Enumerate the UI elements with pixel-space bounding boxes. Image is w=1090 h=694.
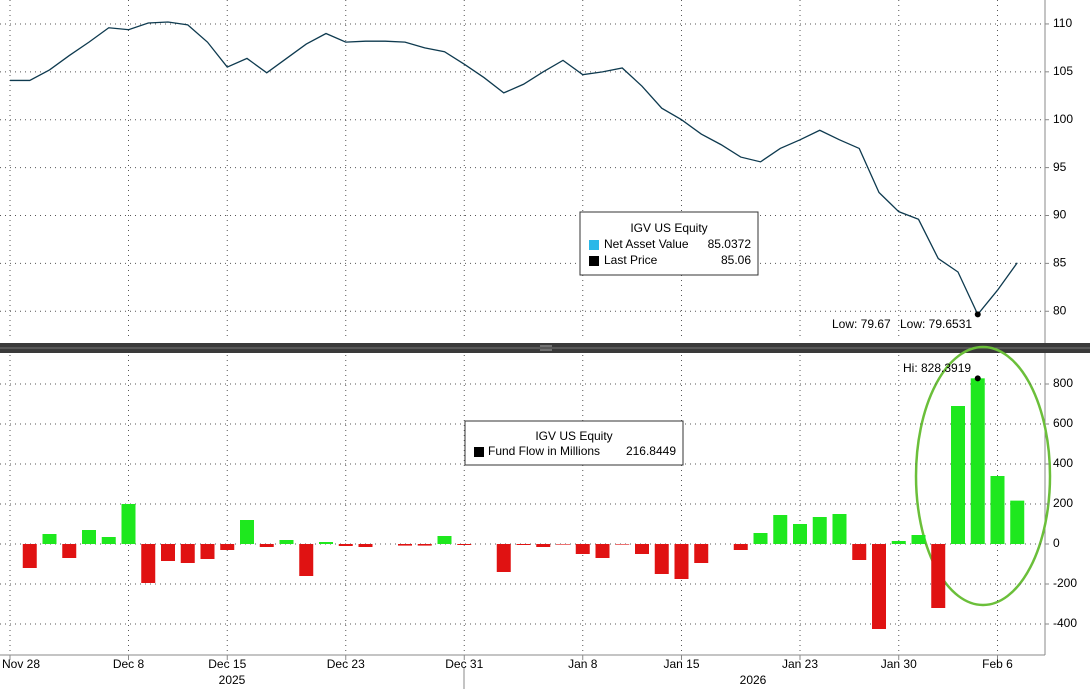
- y-tick-label: 0: [1053, 536, 1060, 550]
- y-tick-label: 90: [1053, 208, 1067, 222]
- legend-title: IGV US Equity: [630, 221, 707, 235]
- bar: [200, 544, 215, 559]
- bar: [299, 544, 314, 576]
- bar: [319, 542, 333, 544]
- high-marker: [974, 375, 981, 382]
- low-annotation: Low: 79.67: [832, 317, 891, 331]
- y-tick-label: 200: [1053, 496, 1073, 510]
- bar: [22, 544, 37, 568]
- highlight-ellipse: [914, 345, 1052, 607]
- bar: [82, 530, 96, 544]
- bar: [556, 544, 570, 545]
- legend-swatch: [589, 256, 599, 266]
- bar: [595, 544, 610, 558]
- bar: [437, 536, 452, 544]
- x-tick-label: Dec 23: [327, 657, 365, 671]
- bar: [121, 504, 136, 544]
- x-tick-label: Jan 8: [568, 657, 598, 671]
- bar: [42, 534, 57, 544]
- legend-swatch: [589, 240, 599, 250]
- bar: [753, 533, 768, 544]
- bar: [911, 535, 926, 544]
- y-tick-label: -400: [1053, 616, 1077, 630]
- bar: [161, 544, 175, 561]
- bar: [872, 544, 886, 629]
- bar: [496, 544, 511, 572]
- low-annotation: Low: 79.6531: [900, 317, 972, 331]
- price-line: [10, 21, 1018, 316]
- legend-label: Net Asset Value: [604, 237, 689, 251]
- x-tick-label: Jan 30: [881, 657, 917, 671]
- bar: [279, 540, 294, 544]
- y-tick-label: 85: [1053, 256, 1067, 270]
- legend-swatch: [474, 447, 484, 457]
- bar: [259, 544, 274, 547]
- y-tick-label: 110: [1053, 16, 1072, 30]
- legend-value: 85.0372: [708, 237, 752, 251]
- bar: [951, 406, 965, 544]
- bar: [635, 544, 649, 554]
- bar: [852, 544, 867, 560]
- x-tick-label: Dec 31: [445, 657, 483, 671]
- bar: [970, 378, 985, 544]
- y-tick-label: -200: [1053, 576, 1077, 590]
- bar: [773, 515, 788, 544]
- bar: [832, 514, 847, 544]
- bar: [654, 544, 669, 574]
- legend-value: 216.8449: [626, 444, 676, 458]
- bar: [674, 544, 689, 579]
- x-tick-label: Jan 23: [782, 657, 818, 671]
- year-label: 2025: [219, 673, 246, 687]
- bar: [990, 476, 1005, 544]
- bar: [220, 544, 235, 550]
- bar: [141, 544, 156, 583]
- bar: [240, 520, 254, 544]
- low-marker: [974, 311, 981, 318]
- y-tick-label: 105: [1053, 64, 1073, 78]
- x-tick-label: Nov 28: [2, 657, 40, 671]
- y-tick-label: 80: [1053, 303, 1067, 317]
- x-tick-label: Dec 8: [113, 657, 145, 671]
- bar: [338, 544, 353, 546]
- legend-label: Last Price: [604, 253, 658, 267]
- y-tick-label: 400: [1053, 456, 1073, 470]
- y-tick-label: 600: [1053, 416, 1073, 430]
- bar: [615, 544, 630, 545]
- y-tick-label: 95: [1053, 160, 1067, 174]
- bar: [101, 537, 116, 544]
- x-tick-label: Feb 6: [982, 657, 1013, 671]
- legend-title: IGV US Equity: [535, 429, 612, 443]
- x-tick-label: Dec 15: [208, 657, 246, 671]
- legend-box: [464, 420, 684, 466]
- y-tick-label: 800: [1053, 376, 1073, 390]
- bar: [358, 544, 373, 547]
- bar: [694, 544, 709, 563]
- bar: [457, 544, 472, 545]
- x-tick-label: Jan 15: [663, 657, 699, 671]
- bar: [417, 544, 432, 546]
- bar: [516, 544, 531, 545]
- legend: IGV US Equity Net Asset Value 85.0372 Last …: [579, 211, 759, 276]
- panel-divider: [0, 343, 1090, 353]
- bar: [1010, 500, 1025, 544]
- legend-value: 85.06: [721, 253, 751, 267]
- bar: [180, 544, 195, 563]
- high-annotation: Hi: 828.3919: [903, 361, 971, 375]
- y-tick-label: 100: [1053, 112, 1073, 126]
- bar: [575, 544, 590, 554]
- legend-box: [579, 211, 759, 276]
- bar: [812, 517, 827, 544]
- bar: [536, 544, 551, 547]
- bar: [398, 544, 412, 546]
- legend-label: Fund Flow in Millions: [488, 444, 600, 458]
- year-label: 2026: [740, 673, 767, 687]
- bar: [62, 544, 77, 558]
- bar: [931, 544, 946, 608]
- bar: [793, 524, 807, 544]
- bar: [891, 541, 906, 544]
- bar: [733, 544, 748, 550]
